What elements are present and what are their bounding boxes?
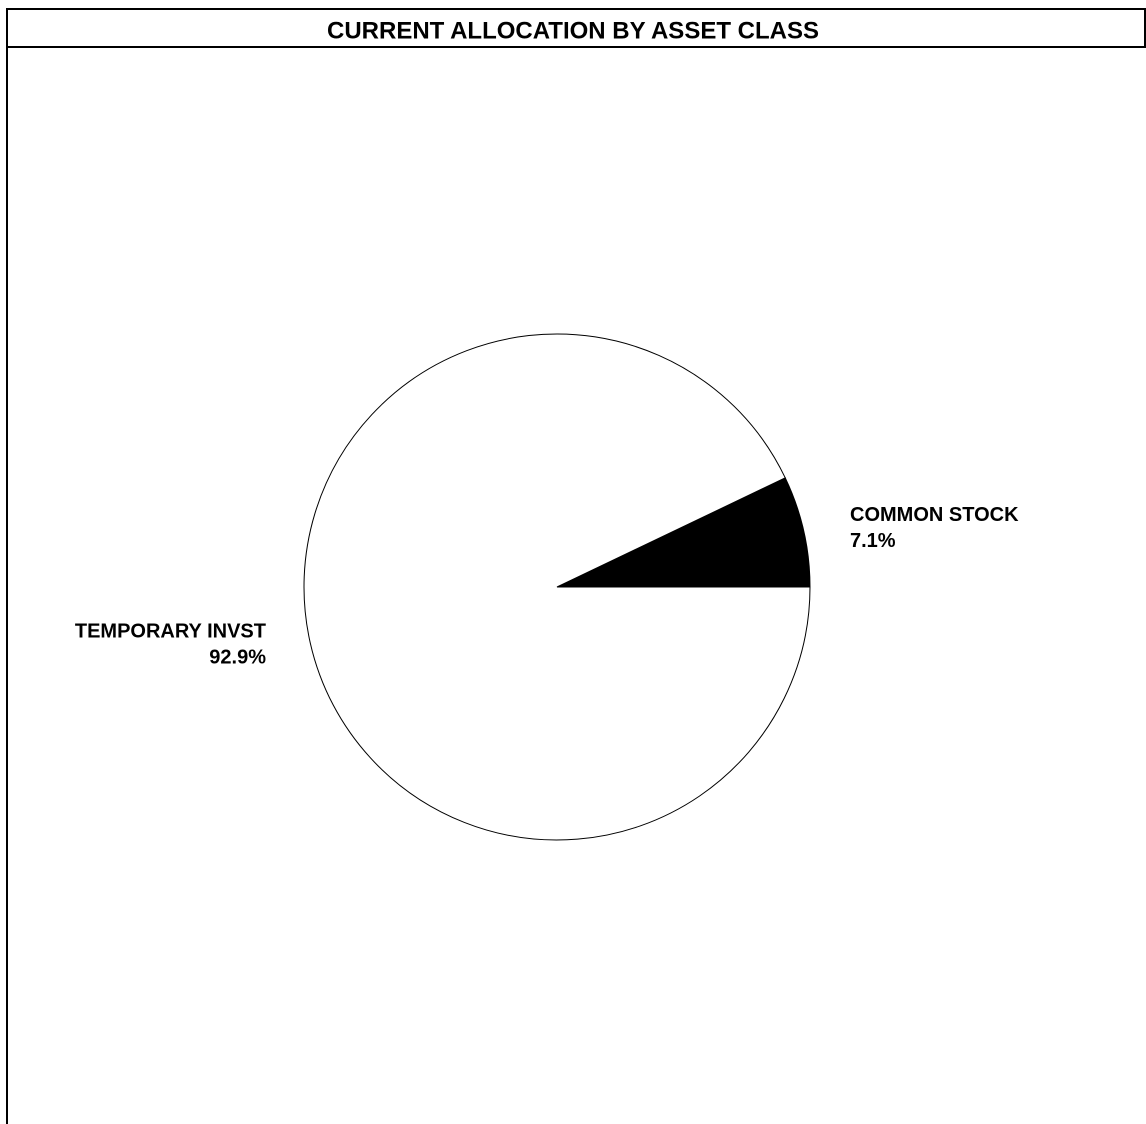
pie-slice [556,477,811,588]
pie-slice [303,333,811,841]
slice-value-label: 92.9% [209,646,266,668]
slice-value-label: 7.1% [850,530,896,552]
title-box [6,8,1146,48]
slice-label: TEMPORARY INVST [75,620,266,642]
chart-title: CURRENT ALLOCATION BY ASSET CLASS [327,17,819,44]
slice-label: COMMON STOCK [850,504,1019,526]
